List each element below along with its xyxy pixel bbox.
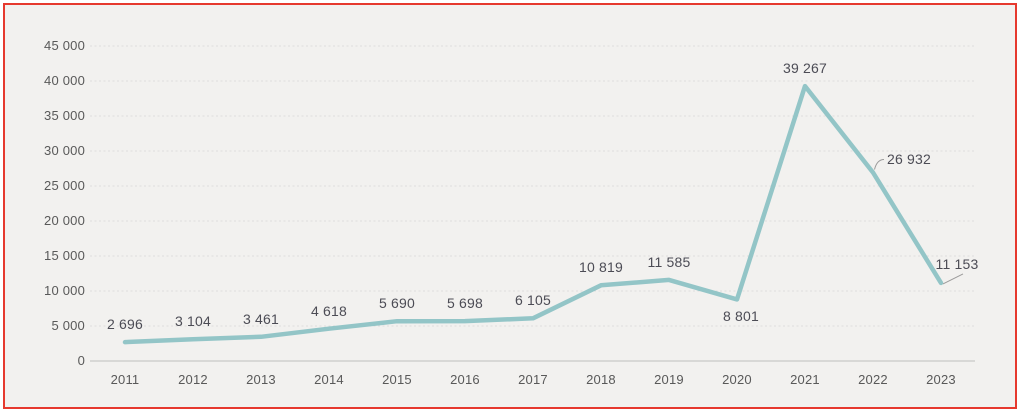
x-axis-year-label: 2013 [246, 372, 276, 387]
data-label: 6 105 [514, 292, 552, 308]
data-label: 2 696 [106, 316, 144, 332]
x-axis-year-label: 2020 [722, 372, 752, 387]
data-label: 3 104 [174, 313, 212, 329]
y-axis-tick-label: 40 000 [44, 73, 85, 88]
x-axis-year-label: 2023 [926, 372, 956, 387]
x-axis-year-label: 2017 [518, 372, 548, 387]
y-axis-tick-label: 0 [77, 353, 85, 368]
y-axis-tick-label: 25 000 [44, 178, 85, 193]
data-label: 11 585 [647, 254, 691, 270]
data-label: 5 690 [378, 295, 416, 311]
data-label: 4 618 [310, 303, 348, 319]
x-axis-year-label: 2019 [654, 372, 684, 387]
y-axis-tick-label: 10 000 [44, 283, 85, 298]
x-axis-year-label: 2015 [382, 372, 412, 387]
data-label: 11 153 [935, 256, 979, 272]
y-axis-tick-label: 30 000 [44, 143, 85, 158]
x-axis-year-label: 2018 [586, 372, 616, 387]
x-axis-year-label: 2012 [178, 372, 208, 387]
data-label: 39 267 [782, 60, 828, 76]
data-label: 26 932 [886, 151, 932, 167]
x-axis-year-label: 2014 [314, 372, 344, 387]
y-axis-tick-label: 35 000 [44, 108, 85, 123]
y-axis-tick-label: 5 000 [51, 318, 85, 333]
x-axis-year-label: 2016 [450, 372, 480, 387]
y-axis-tick-label: 20 000 [44, 213, 85, 228]
x-axis-year-label: 2022 [858, 372, 888, 387]
y-axis-tick-label: 15 000 [44, 248, 85, 263]
y-axis-tick-label: 45 000 [44, 38, 85, 53]
x-axis-year-label: 2021 [790, 372, 820, 387]
x-axis-year-label: 2011 [110, 372, 140, 387]
data-label: 10 819 [578, 259, 624, 275]
data-label: 8 801 [722, 308, 760, 324]
data-label: 5 698 [446, 295, 484, 311]
data-label: 3 461 [242, 311, 280, 327]
